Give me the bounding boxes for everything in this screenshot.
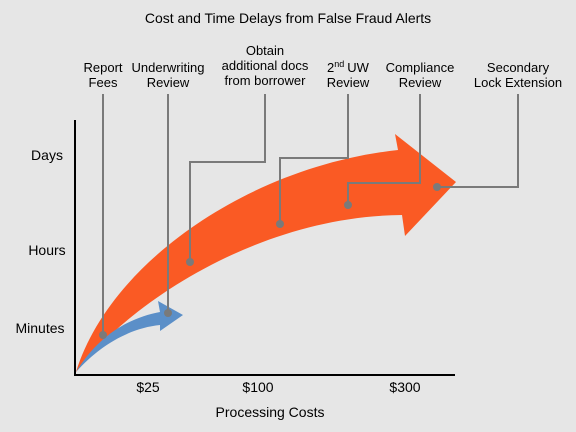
callout-text: Obtain bbox=[246, 43, 284, 58]
callout-line bbox=[279, 94, 349, 224]
callout-text: UW bbox=[347, 60, 369, 75]
x-label: $300 bbox=[389, 379, 420, 395]
callout-text: Review bbox=[327, 75, 370, 90]
x-label: $25 bbox=[136, 379, 160, 395]
callout-text: Review bbox=[399, 75, 442, 90]
callout-dot bbox=[276, 220, 284, 228]
callout-text: 2nd UW bbox=[327, 59, 370, 75]
callout-line bbox=[347, 94, 421, 205]
callout-text: Underwriting bbox=[132, 60, 205, 75]
x-axis-title: Processing Costs bbox=[216, 404, 325, 420]
callout-text: Secondary bbox=[487, 60, 550, 75]
callout-text: Fees bbox=[89, 75, 118, 90]
callout-line bbox=[437, 94, 519, 188]
callout-text: 2 bbox=[327, 60, 334, 75]
callout-line bbox=[189, 94, 266, 262]
callout-dot bbox=[186, 258, 194, 266]
callout-text: Lock Extension bbox=[474, 75, 562, 90]
callout-text: Compliance bbox=[386, 60, 455, 75]
callout-dot bbox=[433, 183, 441, 191]
callout-text: from borrower bbox=[225, 73, 307, 88]
callout-text: Review bbox=[147, 75, 190, 90]
callout-text: Report bbox=[83, 60, 122, 75]
callout-text: additional docs bbox=[222, 58, 309, 73]
y-label: Minutes bbox=[15, 320, 64, 336]
orange-arrow bbox=[76, 134, 456, 372]
title: Cost and Time Delays from False Fraud Al… bbox=[145, 10, 431, 26]
x-label: $100 bbox=[242, 379, 273, 395]
callout-superscript: nd bbox=[334, 59, 344, 69]
callout-dot bbox=[99, 331, 107, 339]
y-label: Days bbox=[31, 147, 63, 163]
callout-dot bbox=[164, 309, 172, 317]
callout-dot bbox=[344, 201, 352, 209]
blue-arrow bbox=[76, 301, 183, 372]
y-label: Hours bbox=[28, 242, 65, 258]
